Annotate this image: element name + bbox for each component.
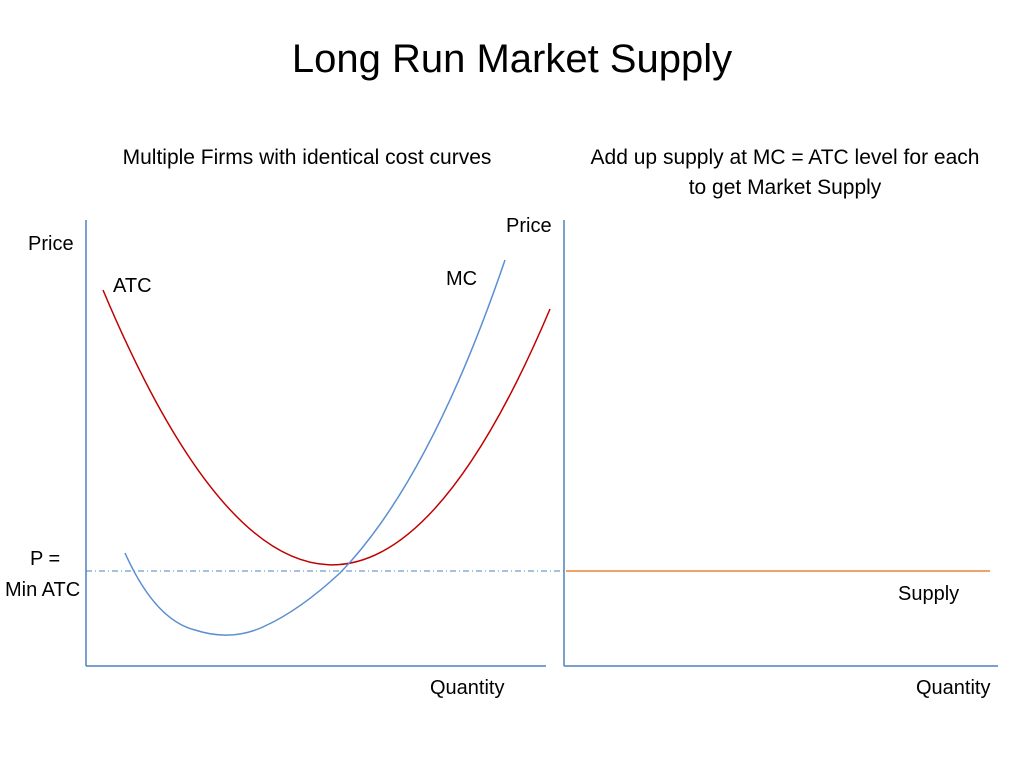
mc-curve: [124, 259, 506, 636]
right-x-axis-label: Quantity: [916, 677, 991, 699]
left-x-axis-label: Quantity: [430, 677, 505, 699]
min-atc-label: Min ATC: [5, 579, 81, 601]
atc-curve-label: ATC: [113, 275, 152, 297]
right-y-axis-label: Price: [506, 215, 552, 237]
right-panel-subtitle: Add up supply at MC = ATC level for each…: [590, 146, 980, 199]
left-panel-subtitle: Multiple Firms with identical cost curve…: [122, 146, 492, 169]
price-equals-label: P =: [30, 548, 61, 570]
mc-curve-label: MC: [446, 268, 478, 290]
atc-curve: [102, 289, 551, 566]
supply-label: Supply: [898, 583, 960, 605]
slide-title: Long Run Market Supply: [291, 37, 733, 81]
left-y-axis-label: Price: [28, 233, 74, 255]
